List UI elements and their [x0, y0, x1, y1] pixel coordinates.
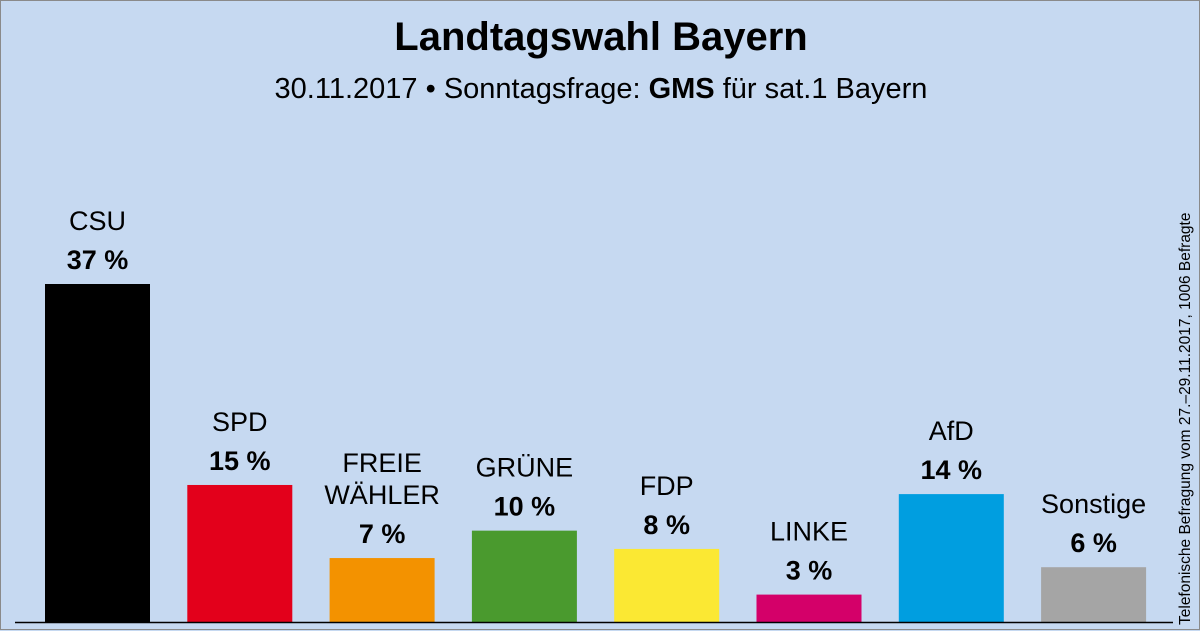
poll-label: Sonntagsfrage:	[443, 73, 641, 105]
bar-freie-wähler	[329, 558, 435, 622]
bar-linke	[756, 594, 862, 622]
poll-date: 30.11.2017	[274, 73, 418, 105]
value-label-sonstige: 6 %	[1070, 528, 1117, 558]
category-label-spd: SPD	[212, 407, 268, 437]
bar-fdp	[614, 548, 720, 622]
category-label-linke: LINKE	[770, 517, 848, 547]
category-label-freie-wähler: WÄHLER	[324, 480, 440, 510]
value-label-grüne: 10 %	[494, 492, 556, 522]
poll-client: für sat.1 Bayern	[722, 73, 928, 105]
value-label-linke: 3 %	[786, 556, 833, 586]
category-label-afd: AfD	[929, 416, 974, 446]
category-label-grüne: GRÜNE	[476, 453, 574, 483]
survey-note: Telefonische Befragung vom 27.–29.11.201…	[1177, 212, 1194, 625]
bar-csu	[45, 284, 150, 622]
category-label-freie-wähler: FREIE	[342, 448, 422, 478]
chart-subtitle: 30.11.2017 • Sonntagsfrage: GMS für sat.…	[1, 73, 1200, 106]
bar-sonstige	[1041, 567, 1147, 622]
category-label-fdp: FDP	[640, 471, 694, 501]
poll-institute: GMS	[648, 73, 715, 105]
value-label-spd: 15 %	[209, 446, 271, 476]
bar-afd	[898, 494, 1004, 622]
value-label-csu: 37 %	[67, 245, 129, 275]
category-label-csu: CSU	[69, 206, 126, 236]
subtitle-separator: •	[425, 73, 436, 105]
value-label-afd: 14 %	[921, 455, 983, 485]
value-label-fdp: 8 %	[643, 510, 690, 540]
category-label-sonstige: Sonstige	[1041, 489, 1146, 519]
bar-spd	[187, 484, 293, 622]
chart-title: Landtagswahl Bayern	[394, 15, 808, 59]
value-label-freie-wähler: 7 %	[359, 519, 406, 549]
bar-grüne	[471, 530, 577, 622]
